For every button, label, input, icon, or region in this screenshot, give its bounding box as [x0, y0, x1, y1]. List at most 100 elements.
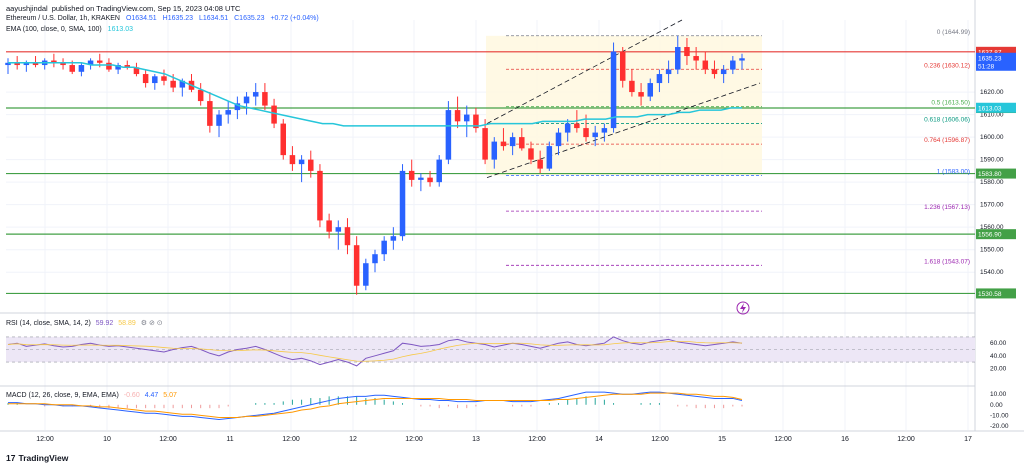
- candle-body: [592, 132, 598, 138]
- candle-body: [427, 177, 433, 183]
- fib-label: 1.618 (1543.07): [924, 258, 970, 265]
- candle-body: [152, 76, 158, 84]
- bar-timer: 51:28: [978, 63, 995, 70]
- time-tick: 10: [103, 436, 111, 443]
- candle-body: [124, 65, 131, 68]
- price-tick: 1620.00: [980, 89, 1004, 96]
- candle-body: [381, 240, 387, 255]
- time-tick: 12: [349, 436, 357, 443]
- author-name[interactable]: aayushjindal: [6, 4, 48, 13]
- time-tick: 12:00: [36, 436, 54, 443]
- fib-label: 0.618 (1606.06): [924, 116, 970, 123]
- candle-body: [87, 60, 94, 66]
- candle-body: [720, 69, 727, 75]
- candle-body: [142, 74, 149, 84]
- time-tick: 16: [841, 436, 849, 443]
- support-tag: 1530.58: [978, 291, 1002, 298]
- candle-body: [133, 67, 140, 75]
- price-tick: 1590.00: [980, 157, 1004, 164]
- candle-body: [170, 80, 176, 88]
- time-tick: 12:00: [897, 436, 915, 443]
- candle-body: [326, 220, 332, 232]
- candle-body: [702, 60, 709, 70]
- last-price-bg: [976, 52, 1016, 71]
- candle-body: [234, 103, 241, 111]
- price-channel: [486, 19, 761, 179]
- candle-body: [629, 80, 635, 93]
- fibonacci-levels: 0 (1644.99) 0.236 (1630.12) 0.5 (1613.50) 0…: [506, 29, 970, 266]
- candle-body: [289, 155, 296, 165]
- candle-body: [509, 137, 516, 147]
- ohlc-low: L1634.51: [198, 15, 229, 22]
- author-line: aayushjindal published on TradingView.com…: [6, 4, 244, 13]
- price-tick: 1570.00: [980, 202, 1004, 209]
- macd-pane: 10.00 0.00 -10.00 -20.00: [7, 391, 1009, 430]
- candle-body: [519, 137, 525, 149]
- candle-body: [619, 51, 626, 81]
- candle-body: [647, 83, 654, 97]
- ema-label[interactable]: EMA (100, close, 0, SMA, 100): [6, 26, 102, 33]
- ohlc-high: H1635.23: [162, 15, 194, 22]
- time-tick: 12:00: [774, 436, 792, 443]
- symbol-title[interactable]: Ethereum / U.S. Dollar, 1h, KRAKEN: [6, 15, 120, 22]
- candle-body: [60, 62, 66, 66]
- lightning-icon[interactable]: [736, 301, 750, 315]
- candle-body: [399, 170, 406, 237]
- rsi-header: RSI (14, close, SMA, 14, 2) 59.92 58.89 …: [6, 319, 166, 327]
- price-tick: 1550.00: [980, 247, 1004, 254]
- candle-body: [500, 141, 507, 147]
- candle-body: [207, 101, 213, 126]
- rsi-tick: 20.00: [990, 365, 1007, 372]
- support-tag: 1556.90: [978, 232, 1002, 239]
- candle-body: [656, 74, 663, 84]
- candle-body: [344, 227, 351, 246]
- candle-body: [482, 128, 488, 160]
- ema-header: EMA (100, close, 0, SMA, 100) 1613.03: [6, 26, 137, 33]
- symbol-header: Ethereum / U.S. Dollar, 1h, KRAKEN O1634…: [6, 15, 323, 22]
- candle-body: [491, 141, 498, 160]
- time-tick: 15: [718, 436, 726, 443]
- channel-upper: [486, 19, 683, 124]
- candle-body: [106, 62, 112, 70]
- candle-body: [243, 96, 250, 104]
- candle-body: [564, 123, 571, 133]
- candle-body: [115, 65, 121, 70]
- rsi-label[interactable]: RSI (14, close, SMA, 14, 2): [6, 320, 91, 327]
- ema-tag: 1613.03: [978, 105, 1002, 112]
- candle-body: [473, 114, 479, 129]
- candle-body: [390, 236, 397, 241]
- rsi-ma-line: [7, 340, 743, 362]
- fib-label: 1 (1583.00): [937, 168, 970, 175]
- support-tag-bg: [976, 168, 1016, 179]
- candle-body: [280, 123, 287, 156]
- horizontal-levels: [6, 51, 975, 295]
- candle-body: [418, 177, 424, 180]
- channel-lower: [486, 82, 761, 179]
- rsi-tick: 60.00: [990, 340, 1007, 347]
- tradingview-logo[interactable]: 17 TradingView: [6, 453, 68, 463]
- price-tick: 1560.00: [980, 224, 1004, 231]
- macd-label[interactable]: MACD (12, 26, close, 9, EMA, EMA): [6, 392, 119, 399]
- candle-body: [537, 159, 543, 169]
- candle-body: [225, 110, 231, 115]
- candle-body: [675, 47, 681, 70]
- candle-body: [363, 263, 369, 286]
- candle-body: [454, 110, 461, 122]
- candle-body: [546, 146, 553, 169]
- candle-body: [78, 65, 85, 72]
- candle-body: [436, 159, 442, 183]
- macd-tick: 10.00: [990, 391, 1007, 398]
- candle-body: [372, 254, 378, 264]
- time-tick: 12:00: [159, 436, 177, 443]
- candle-body: [161, 76, 167, 81]
- candle-body: [179, 80, 186, 88]
- fib-label: 0.5 (1613.50): [931, 100, 970, 107]
- price-tick: 1540.00: [980, 269, 1004, 276]
- settings-icon[interactable]: ⚙ ⊘ ⊙: [140, 320, 163, 327]
- support-tag-bg: [976, 229, 1016, 240]
- fib-label: 0 (1644.99): [937, 29, 970, 36]
- ohlc-open: O1634.51: [125, 15, 157, 22]
- candle-body: [262, 92, 268, 106]
- candle-body: [665, 69, 672, 75]
